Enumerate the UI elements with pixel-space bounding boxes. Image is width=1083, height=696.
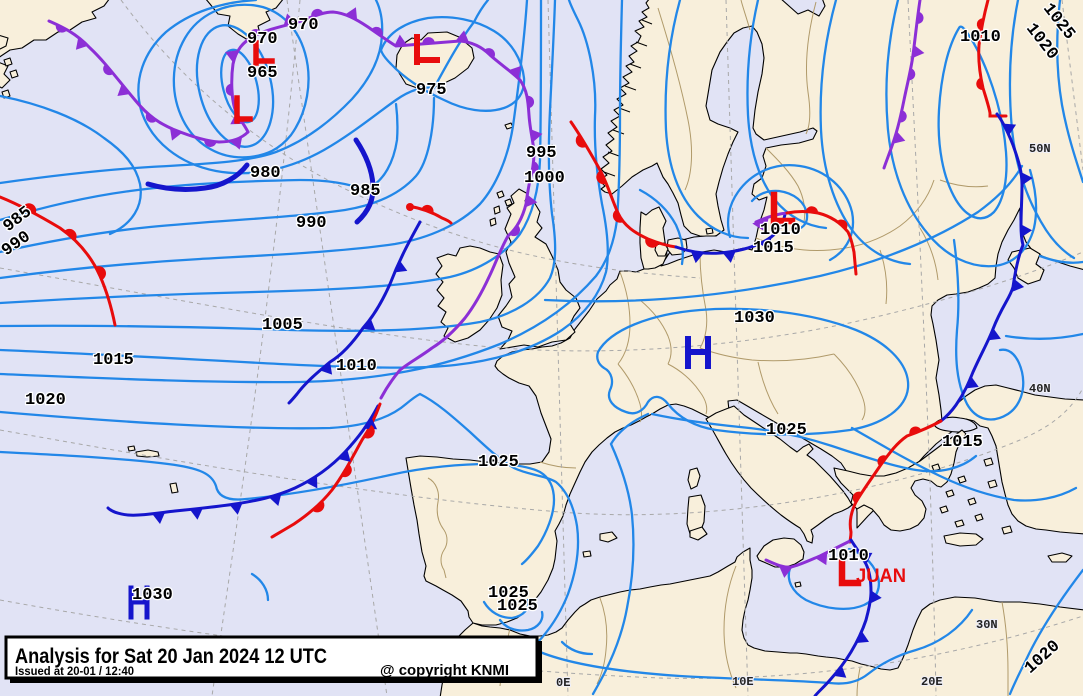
svg-text:Issued at 20-01 / 12:40: Issued at 20-01 / 12:40 (15, 664, 134, 678)
svg-text:JUAN: JUAN (856, 566, 906, 587)
svg-text:1015: 1015 (942, 433, 983, 452)
svg-text:1015: 1015 (753, 239, 794, 258)
svg-text:1000: 1000 (524, 169, 565, 188)
svg-text:1025: 1025 (766, 421, 807, 440)
svg-text:990: 990 (296, 214, 327, 233)
svg-text:1010: 1010 (828, 547, 869, 566)
svg-text:40N: 40N (1029, 382, 1051, 396)
svg-text:0E: 0E (556, 676, 570, 690)
svg-text:975: 975 (416, 81, 447, 100)
svg-text:10E: 10E (732, 675, 754, 689)
svg-text:1005: 1005 (262, 316, 303, 335)
svg-text:50N: 50N (1029, 142, 1051, 156)
svg-text:30N: 30N (976, 618, 998, 632)
svg-text:1020: 1020 (25, 391, 66, 410)
svg-text:@ copyright KNMI: @ copyright KNMI (380, 662, 509, 679)
svg-text:1015: 1015 (93, 351, 134, 370)
svg-text:1025: 1025 (478, 453, 519, 472)
svg-text:1025: 1025 (497, 597, 538, 616)
svg-text:Analysis for Sat 20 Jan 2024 1: Analysis for Sat 20 Jan 2024 12 UTC (15, 645, 327, 668)
svg-text:1030: 1030 (734, 309, 775, 328)
svg-text:970: 970 (247, 30, 278, 49)
svg-text:965: 965 (247, 64, 278, 83)
svg-text:1010: 1010 (760, 221, 801, 240)
svg-text:1010: 1010 (336, 357, 377, 376)
svg-text:1010: 1010 (960, 28, 1001, 47)
svg-text:20E: 20E (921, 675, 943, 689)
svg-text:995: 995 (526, 144, 557, 163)
svg-text:1025: 1025 (488, 584, 529, 603)
svg-text:1030: 1030 (132, 586, 173, 605)
svg-text:985: 985 (350, 182, 381, 201)
svg-text:970: 970 (288, 16, 319, 35)
svg-text:980: 980 (250, 164, 281, 183)
